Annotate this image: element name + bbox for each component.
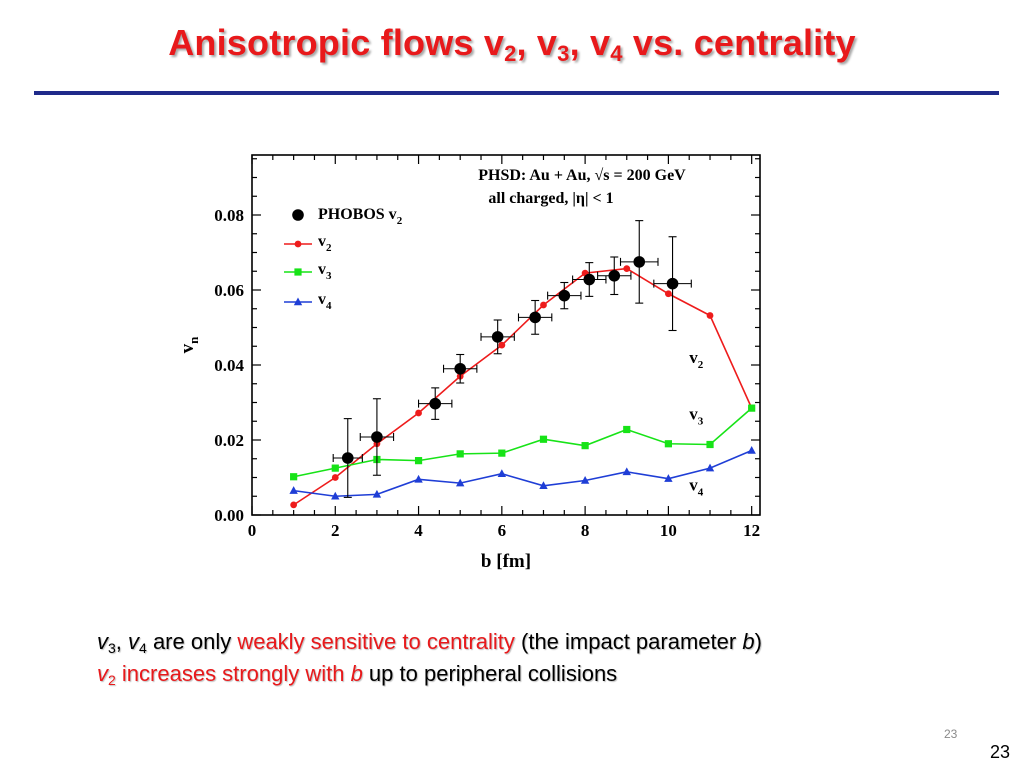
point-v4 [580, 476, 590, 484]
point-v2 [290, 501, 298, 509]
phobos-point [666, 277, 679, 290]
point-v2 [331, 474, 339, 481]
phobos-point [633, 256, 646, 268]
legend-label-phobos: PHOBOS v2 [318, 206, 403, 227]
x-axis-label: b [fm] [481, 551, 531, 572]
point-v4 [497, 469, 507, 477]
point-v4 [705, 463, 715, 472]
point-v2 [498, 341, 506, 349]
x-tick-label: 2 [331, 521, 340, 540]
series-line-v2 [293, 267, 753, 506]
point-v3 [623, 425, 631, 434]
y-tick-label: 0.06 [214, 281, 244, 300]
y-tick-label: 0.04 [214, 356, 244, 375]
phobos-point [429, 397, 442, 410]
legend-label-v3: v3 [318, 261, 332, 282]
point-v4 [664, 474, 673, 482]
point-v4 [622, 467, 631, 476]
phobos-point [608, 269, 621, 282]
legend-marker-phobos [292, 209, 304, 221]
point-v2 [623, 265, 631, 273]
plot-frame [251, 154, 761, 516]
y-axis-label: vn [177, 336, 201, 354]
point-v4 [372, 489, 382, 498]
annotation-line-1: PHSD: Au + Au, √s = 200 GeV [478, 167, 686, 184]
x-tick-label: 6 [498, 521, 507, 540]
point-v4 [747, 446, 756, 454]
phobos-point [583, 273, 596, 286]
point-v4 [539, 481, 548, 489]
point-v2 [540, 301, 547, 309]
point-v2 [415, 409, 422, 417]
x-tick-label: 4 [414, 521, 423, 540]
page-number: 23 [990, 742, 1011, 762]
phobos-point [341, 452, 354, 464]
slide-title: Anisotropic flows v2, v3, v4 vs. central… [168, 22, 856, 66]
end-label-v4: v4 [689, 476, 704, 499]
legend-label-v2: v2 [318, 233, 332, 254]
bullet-line-2: v2 increases strongly with b up to perip… [97, 661, 618, 688]
y-tick-label: 0.00 [214, 506, 244, 525]
x-tick-label: 10 [660, 521, 677, 540]
point-v3 [414, 457, 423, 465]
point-v2 [706, 312, 714, 319]
bullet-line-1: v3, v4 are only weakly sensitive to cent… [97, 629, 762, 656]
legend-marker-v2 [294, 240, 302, 248]
legend-marker-v3 [294, 268, 302, 276]
phobos-point [558, 289, 571, 302]
point-v3 [581, 442, 589, 450]
y-tick-label: 0.08 [214, 206, 244, 225]
x-tick-label: 8 [581, 521, 590, 540]
point-v3 [331, 464, 339, 472]
point-v4 [289, 486, 298, 494]
phobos-point [454, 362, 466, 375]
y-tick-label: 0.02 [214, 431, 244, 450]
point-v3 [706, 440, 714, 449]
x-tick-label: 12 [743, 521, 760, 540]
end-label-v2: v2 [689, 348, 704, 371]
point-v3 [748, 404, 756, 412]
legend-label-v4: v4 [318, 291, 332, 312]
point-v3 [664, 440, 672, 448]
legend-marker-v4 [293, 297, 303, 306]
point-v4 [414, 474, 423, 483]
page-number-small: 23 [944, 727, 958, 741]
series-line-v3 [293, 407, 753, 478]
series-line-v4 [293, 449, 752, 498]
point-v3 [498, 449, 506, 457]
phobos-point [491, 331, 504, 343]
point-v3 [290, 473, 298, 481]
point-v3 [456, 450, 464, 458]
bullet-text: v3, v4 are only weakly sensitive to cent… [97, 626, 762, 690]
point-v3 [539, 435, 548, 443]
title-divider [34, 91, 999, 95]
point-v2 [664, 290, 672, 298]
point-v4 [331, 491, 340, 500]
end-label-v3: v3 [689, 404, 704, 427]
x-tick-label: 0 [248, 521, 257, 540]
phobos-point [371, 431, 383, 443]
annotation-line-2: all charged, |η| < 1 [488, 190, 613, 207]
phobos-point [529, 311, 541, 324]
point-v4 [455, 478, 465, 487]
